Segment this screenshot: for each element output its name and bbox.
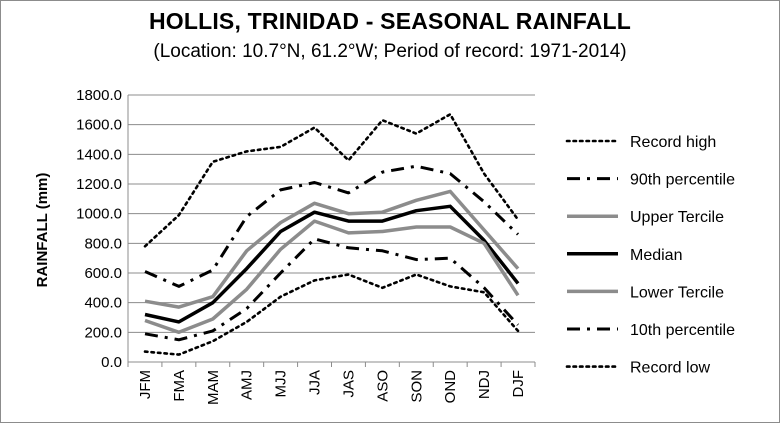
x-tick-labels: JFM FMA MAM AMJ MJJ JJA JAS ASO SON OND NDJ DJF bbox=[137, 370, 527, 405]
legend-label-record-low: Record low bbox=[630, 360, 710, 377]
y-tick-label: 600.0 bbox=[84, 265, 122, 282]
legend-label-10th-percentile: 10th percentile bbox=[630, 322, 735, 339]
x-tick-label: OND bbox=[442, 370, 459, 404]
legend-label-lower-tercile: Lower Tercile bbox=[630, 284, 724, 301]
y-tick-label: 800.0 bbox=[84, 235, 122, 252]
x-tick-label: SON bbox=[408, 370, 425, 403]
series-line-median bbox=[144, 204, 520, 324]
legend-label-upper-tercile: Upper Tercile bbox=[630, 209, 724, 226]
x-tick-label: ASO bbox=[374, 370, 391, 402]
y-tick-label: 1800.0 bbox=[76, 87, 122, 104]
x-tick-label: MAM bbox=[205, 370, 222, 405]
chart-title: HOLLIS, TRINIDAD - SEASONAL RAINFALL bbox=[148, 8, 632, 34]
x-tick-label: FMA bbox=[171, 370, 188, 402]
legend-label-90th-percentile: 90th percentile bbox=[630, 172, 735, 189]
series-line-upper-tercile bbox=[144, 189, 520, 309]
y-tick-label: 0.0 bbox=[101, 354, 122, 371]
legend: Record high 90th percentile Upper Tercile M… bbox=[565, 134, 735, 377]
y-tick-label: 200.0 bbox=[84, 324, 122, 341]
y-tick-label: 400.0 bbox=[84, 295, 122, 312]
chart-subtitle: (Location: 10.7°N, 61.2°W; Period of rec… bbox=[153, 41, 627, 62]
y-tick-label: 1200.0 bbox=[76, 176, 122, 193]
series-lines bbox=[143, 113, 520, 356]
x-tick-label: DJF bbox=[510, 370, 527, 398]
series-line-record-high bbox=[143, 113, 520, 248]
legend-label-record-high: Record high bbox=[630, 134, 716, 151]
series-line-90th-percentile bbox=[144, 164, 520, 288]
series-line-record-low bbox=[143, 273, 520, 356]
x-tick-label: JAS bbox=[340, 370, 357, 398]
x-tick-label: JJA bbox=[307, 370, 324, 395]
y-axis-label: RAINFALL (mm) bbox=[34, 173, 51, 288]
y-tick-labels: 0.0 200.0 400.0 600.0 800.0 1000.0 1200.0 1400.… bbox=[76, 87, 122, 371]
series-line-10th-percentile bbox=[144, 237, 520, 342]
y-tick-label: 1000.0 bbox=[76, 206, 122, 223]
y-tick-label: 1600.0 bbox=[76, 117, 122, 134]
y-tick-label: 1400.0 bbox=[76, 146, 122, 163]
legend-label-median: Median bbox=[630, 247, 682, 264]
axes bbox=[127, 95, 536, 367]
x-tick-label: AMJ bbox=[239, 370, 256, 400]
x-tick-label: MJJ bbox=[273, 370, 290, 398]
series-line-lower-tercile bbox=[144, 219, 520, 335]
x-tick-label: JFM bbox=[137, 370, 154, 399]
x-tick-label: NDJ bbox=[476, 370, 493, 399]
gridlines bbox=[128, 94, 535, 333]
